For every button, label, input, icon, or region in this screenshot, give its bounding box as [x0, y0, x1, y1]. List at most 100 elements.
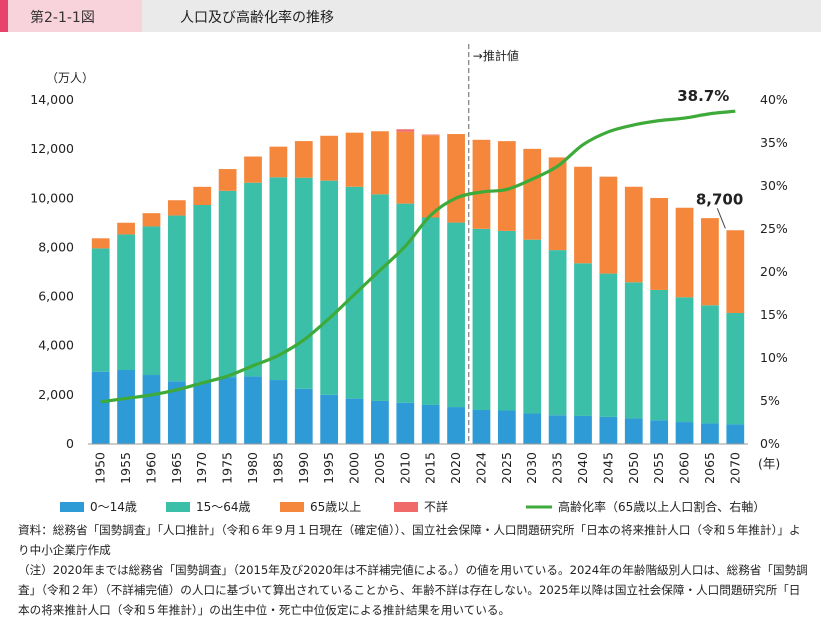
- x-tick-label: 1970: [194, 452, 209, 484]
- bar-segment: [624, 282, 643, 419]
- bar-segment: [193, 204, 212, 383]
- y-left-tick-label: 12,000: [30, 141, 74, 156]
- x-tick-label: 1965: [169, 452, 184, 484]
- legend-label: 不詳: [424, 499, 448, 514]
- bar-segment: [193, 382, 212, 444]
- figure-number-box: 第2-1-1図: [0, 0, 142, 32]
- bar-segment: [599, 176, 618, 274]
- bar-segment: [599, 273, 618, 417]
- y-left-tick-label: 10,000: [30, 190, 74, 205]
- y-right-tick-label: 0%: [760, 436, 780, 451]
- bar-segment: [701, 423, 719, 444]
- bar-segment: [142, 375, 161, 444]
- bar-segment: [421, 404, 440, 444]
- bar-segment: [320, 135, 339, 181]
- bar-segment: [142, 226, 161, 376]
- bar-segment: [91, 248, 110, 372]
- line-end-label: 38.7%: [677, 87, 729, 105]
- bar-segment: [91, 238, 110, 249]
- x-tick-label: 1975: [220, 452, 235, 484]
- x-tick-label: 2010: [397, 452, 412, 484]
- notes: 資料：総務省「国勢調査」「人口推計」（令和６年９月１日現在（確定値））、国立社会…: [18, 520, 808, 620]
- bar-segment: [472, 139, 491, 229]
- bar-segment: [345, 398, 364, 444]
- bar-segment: [675, 297, 694, 423]
- bar-segment: [218, 190, 237, 378]
- bar-segment: [167, 381, 186, 444]
- bar-segment: [523, 239, 542, 414]
- figure-accent-bar: [0, 0, 8, 32]
- bar-segment: [726, 230, 745, 313]
- x-tick-label: 1990: [296, 452, 311, 484]
- bar-segment: [650, 289, 669, 421]
- y-right-tick-label: 30%: [760, 178, 788, 193]
- x-tick-label: 1955: [118, 452, 133, 484]
- x-tick-label: 2065: [702, 452, 717, 484]
- bar-segment: [574, 263, 592, 416]
- bar-segment: [726, 424, 745, 444]
- y-axis-unit: （万人）: [46, 71, 94, 85]
- legend-label: 65歳以上: [310, 500, 361, 514]
- figure-header: 第2-1-1図 人口及び高齢化率の推移: [0, 0, 821, 32]
- x-tick-label: 1950: [93, 452, 108, 484]
- bar-segment: [624, 186, 643, 283]
- aging-rate-line: [100, 109, 736, 404]
- x-tick-label: 2015: [423, 452, 438, 484]
- y-right-tick-label: 40%: [760, 92, 788, 107]
- legend-label: 高齢化率（65歳以上人口割合、右軸）: [558, 499, 765, 514]
- x-tick-label: 2045: [600, 452, 615, 484]
- bar-segment: [320, 394, 339, 444]
- x-tick-label: 2050: [626, 452, 641, 484]
- bar-segment: [294, 388, 313, 444]
- bar-segment: [447, 222, 465, 408]
- x-tick-label: 2055: [651, 452, 666, 484]
- bar-segment: [421, 134, 440, 136]
- y-right-tick-label: 20%: [760, 264, 788, 279]
- bar-segment: [244, 156, 262, 183]
- bar-segment: [396, 203, 415, 403]
- y-right-tick-label: 5%: [760, 393, 780, 408]
- bar-segment: [269, 177, 288, 381]
- legend-swatch: [280, 502, 304, 512]
- bar-segment: [396, 129, 415, 132]
- bar-segment: [548, 250, 567, 416]
- bar-segment: [650, 420, 669, 444]
- bar-end-label: 8,700: [696, 190, 743, 208]
- x-tick-label: 2040: [575, 452, 590, 484]
- bar-segment: [167, 215, 186, 382]
- x-tick-label: 2035: [550, 452, 565, 484]
- bar-segment: [548, 415, 567, 444]
- population-chart: （万人） 0 2,000 4,000 6,000 8,000 10,000 12,000 14,…: [30, 44, 788, 514]
- bar-segment: [624, 418, 643, 444]
- bar-segment: [371, 400, 389, 444]
- x-tick-label: 2070: [727, 452, 742, 484]
- bar-segment: [675, 422, 694, 444]
- x-tick-label: 1985: [270, 452, 285, 484]
- x-tick-label: 1960: [143, 452, 158, 484]
- y-left-tick-label: 4,000: [38, 338, 74, 353]
- bar-segment: [396, 131, 415, 204]
- y-right-tick-label: 35%: [760, 135, 788, 150]
- x-tick-label: 1980: [245, 452, 260, 484]
- bar-segment: [218, 169, 237, 191]
- bar-segment: [269, 146, 288, 178]
- bar-segment: [447, 407, 465, 444]
- bar-segment: [675, 207, 694, 298]
- bar-segment: [447, 134, 465, 223]
- bar-segment: [701, 305, 719, 424]
- bar-segment: [396, 402, 415, 444]
- bar-segment: [472, 228, 491, 411]
- bar-segment: [91, 371, 110, 444]
- legend-label: 0～14歳: [90, 500, 137, 514]
- legend-swatch: [394, 502, 418, 512]
- bar-segment: [726, 312, 745, 425]
- y-left-tick-label: 0: [66, 436, 74, 451]
- y-left-tick-label: 8,000: [38, 239, 74, 254]
- legend-swatch: [166, 502, 190, 512]
- x-tick-label: 2020: [448, 452, 463, 484]
- bar-segment: [167, 200, 186, 216]
- bar-segment: [421, 217, 440, 405]
- y-left-tick-label: 14,000: [30, 92, 74, 107]
- bar-segment: [244, 182, 262, 377]
- bar-segment: [117, 234, 135, 370]
